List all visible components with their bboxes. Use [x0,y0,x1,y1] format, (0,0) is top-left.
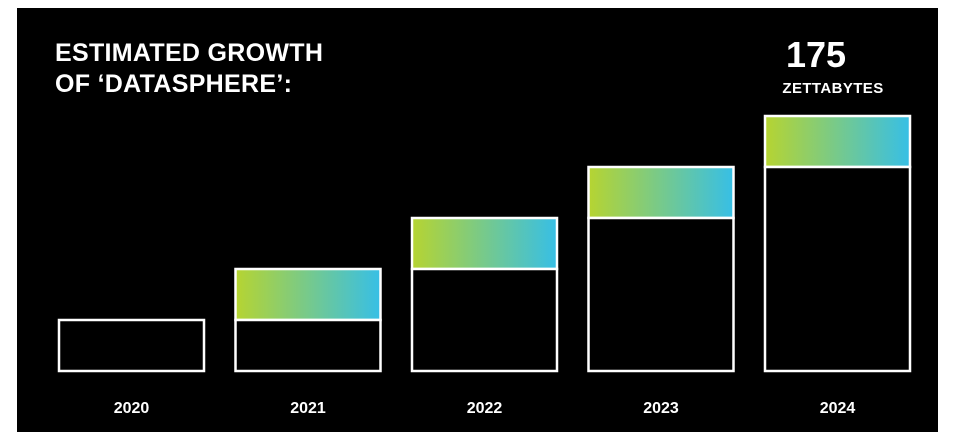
highlight-unit: ZETTABYTES [782,80,884,97]
bar-growth-2021 [234,267,382,322]
bar-chart: 2020 2021 2022 2023 2024 [57,114,912,417]
x-tick-2024: 2024 [820,400,856,417]
chart-title-line-2: OF ‘DATASPHERE’: [55,70,293,98]
chart-title: ESTIMATED GROWTH OF ‘DATASPHERE’: [55,38,323,100]
bar-growth-2023 [587,165,735,220]
bar-base-2023 [587,216,735,373]
chart-panel: ESTIMATED GROWTH OF ‘DATASPHERE’: 175 ZE… [17,8,938,432]
bar-base-2024 [763,165,912,373]
x-tick-2021: 2021 [290,400,326,417]
chart-title-line-1: ESTIMATED GROWTH [55,39,324,67]
bar-base-2021 [234,318,382,373]
bar-growth-2024 [763,114,912,169]
bar-2020 [57,318,206,373]
bar-base-2022 [410,267,559,373]
x-tick-2023: 2023 [643,400,679,417]
x-tick-2020: 2020 [114,400,150,417]
bar-growth-2022 [410,216,559,271]
highlight-value: 175 [785,34,847,75]
x-tick-2022: 2022 [467,400,503,417]
